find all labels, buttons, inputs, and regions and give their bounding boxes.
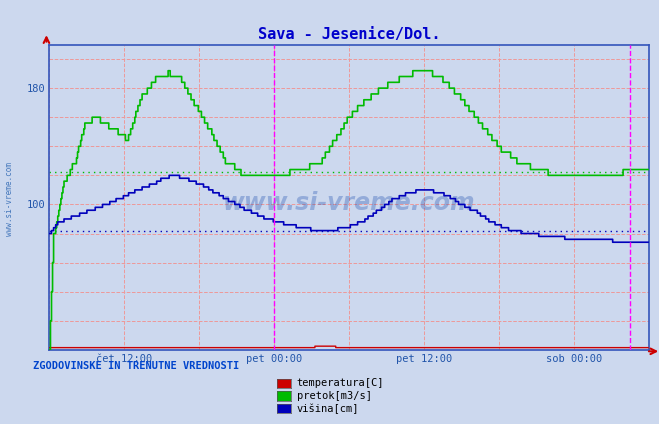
Title: Sava - Jesenice/Dol.: Sava - Jesenice/Dol. [258, 27, 440, 42]
Text: višina[cm]: višina[cm] [297, 404, 359, 414]
Text: ZGODOVINSKE IN TRENUTNE VREDNOSTI: ZGODOVINSKE IN TRENUTNE VREDNOSTI [33, 361, 239, 371]
Text: www.si-vreme.com: www.si-vreme.com [223, 191, 476, 215]
Text: www.si-vreme.com: www.si-vreme.com [5, 162, 14, 236]
Text: pretok[m3/s]: pretok[m3/s] [297, 391, 372, 401]
Text: temperatura[C]: temperatura[C] [297, 378, 384, 388]
